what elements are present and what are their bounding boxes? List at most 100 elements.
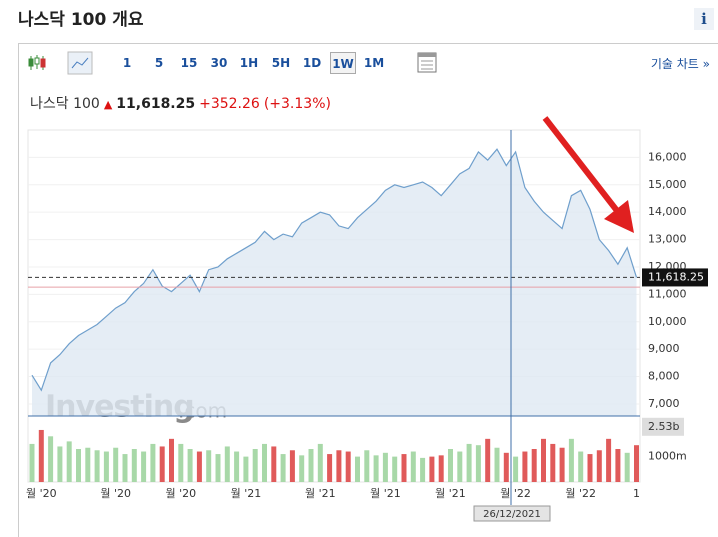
volume-bar [262,443,267,482]
interval-button[interactable]: 1M [363,56,385,70]
volume-bar [420,457,426,482]
interval-button[interactable]: 30 [210,56,228,70]
volume-bar [382,452,388,482]
price-row: 나스닥 100 ▲ 11,618.25 +352.26 (+3.13%) [30,93,335,113]
volume-bar [345,451,351,482]
volume-bar [271,446,277,482]
volume-bar [187,449,193,482]
volume-bar [122,454,128,482]
volume-bar [131,449,137,482]
volume-bar [485,438,491,482]
crosshair-date-box [473,505,551,522]
volume-bar [494,447,500,482]
volume-marker-box [642,417,684,436]
area-fill [32,149,637,416]
interval-button[interactable]: 1 [122,56,132,70]
volume-bar [57,446,63,482]
interval-button[interactable]: 15 [180,56,198,70]
toolbar: 1 5 15 30 1H 5H 1D 1W 1M [18,50,718,76]
volume-bar [224,446,230,482]
volume-bar [373,455,379,482]
volume-bar [634,445,639,482]
price-change-percent: (+3.13%) [263,96,331,112]
volume-bar [531,449,537,482]
x-tick-label: 월 '20 [26,487,57,500]
interval-button[interactable]: 1W [330,52,356,74]
volume-bar [215,454,221,482]
volume-bar [289,450,295,482]
interval-button[interactable]: 1H [239,56,259,70]
volume-bar [624,452,630,482]
volume-bar [141,451,147,482]
volume-bar [159,446,165,482]
volume-bar [503,452,509,482]
volume-bar [541,438,546,482]
volume-bar [94,450,100,482]
volume-bar [317,443,323,482]
chart-widget [18,43,718,537]
page-title: 나스닥 100 개요 [18,10,144,30]
last-price-label: 11,618.25 [648,270,704,283]
x-tick-label: 월 '22 [500,487,531,500]
y-tick-label: 16,000 [648,150,687,163]
volume-bar [615,449,621,482]
plot-border [27,129,641,483]
volume-bar [522,451,528,482]
volume-bar [243,456,249,482]
x-tick-label: 월 '21 [435,487,466,500]
y-tick-label: 8,000 [648,370,680,383]
price-change: +352.26 [199,96,260,112]
volume-bar [355,456,360,482]
volume-bar [196,451,202,482]
volume-bar [113,447,119,482]
volume-bar [48,436,54,482]
x-tick-label: 월 '21 [370,487,401,500]
last-price: 11,618.25 [116,96,196,112]
volume-bar [234,451,240,482]
annotation-arrowhead [604,200,634,233]
volume-bar [475,445,481,482]
volume-bar [85,447,91,482]
interval-button[interactable]: 1D [302,56,322,70]
crosshair-date: 26/12/2021 [483,509,541,520]
x-tick-label: 월 '20 [165,487,196,500]
volume-bar [392,456,398,482]
volume-bar [169,438,174,482]
volume-bar [457,451,463,482]
volume-bar [410,451,416,482]
price-line [31,148,638,392]
volume-bar [429,456,435,482]
volume-bar [513,456,519,482]
interval-button[interactable]: 5H [271,56,291,70]
y-tick-label: 11,000 [648,287,687,300]
chart-type-icons[interactable] [26,50,126,76]
volume-bar [364,450,370,482]
volume-bar [66,441,72,482]
y-tick-label: 13,000 [648,233,687,246]
volume-bar [596,450,602,482]
x-tick-label: 월 '21 [305,487,336,500]
y-tick-label: 7,000 [648,397,680,410]
technical-chart-link[interactable]: 기술 차트 » [650,57,710,71]
interval-button[interactable]: 5 [154,56,164,70]
volume-bar [29,443,35,482]
volume-bar [466,443,472,482]
volume-tick-label: 1000m [648,450,687,463]
volume-bar [438,455,444,482]
volume-bar [76,449,81,482]
volume-bar [38,429,44,482]
info-button[interactable]: i [694,8,714,30]
volume-marker-label: 2.53b [648,420,679,433]
volume-bar [550,443,556,482]
calendar-icon[interactable] [416,50,440,76]
y-tick-label: 14,000 [648,205,687,218]
annotation-arrow [542,116,621,214]
volume-bar [299,455,305,482]
volume-bar [280,454,286,482]
volume-bar [103,451,109,482]
y-tick-label: 9,000 [648,342,680,355]
volume-bar [178,443,184,482]
y-tick-label: 10,000 [648,315,687,328]
volume-bar [448,449,453,482]
